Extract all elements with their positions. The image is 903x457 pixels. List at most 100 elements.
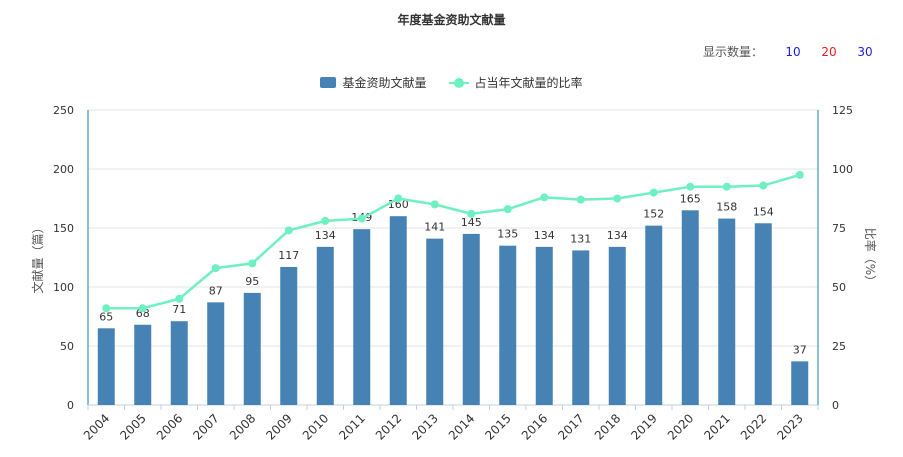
ratio-point (795, 170, 804, 179)
bar-data-label: 158 (716, 201, 737, 214)
x-tick-label: 2019 (628, 411, 659, 442)
bar (572, 250, 590, 405)
x-tick-label: 2022 (738, 411, 769, 442)
bar-data-label: 134 (534, 229, 555, 242)
ratio-point (540, 193, 549, 202)
bar (718, 218, 736, 405)
y2-axis-title: 比率（%） (863, 228, 878, 287)
bar-data-label: 87 (209, 284, 223, 297)
ratio-point (430, 200, 439, 209)
y-axis-title: 文献量（篇） (30, 221, 45, 293)
x-tick-label: 2020 (665, 411, 696, 442)
legend-item-bar[interactable]: 基金资助文献量 (320, 74, 427, 91)
x-tick-label: 2017 (555, 411, 586, 442)
bar (681, 210, 699, 405)
chart-legend: 基金资助文献量 占当年文献量的比率 (0, 74, 903, 91)
bar-data-label: 95 (245, 275, 259, 288)
ratio-point (211, 264, 220, 273)
bar (97, 328, 115, 405)
bar (645, 225, 663, 405)
ratio-point (357, 214, 366, 223)
legend-bar-swatch-icon (320, 77, 337, 88)
x-tick-label: 2014 (446, 411, 477, 442)
ratio-point (649, 188, 658, 197)
x-tick-label: 2004 (81, 411, 112, 442)
x-tick-label: 2012 (373, 411, 404, 442)
y2-tick-label: 75 (832, 222, 846, 235)
bar (280, 266, 298, 405)
chart-title: 年度基金资助文献量 (397, 13, 506, 27)
bar-data-label: 135 (497, 228, 518, 241)
x-tick-label: 2006 (154, 411, 185, 442)
ratio-point (503, 205, 512, 214)
x-tick-label: 2010 (300, 411, 331, 442)
ratio-point (467, 209, 476, 218)
bar-data-label: 134 (607, 229, 628, 242)
count-option-20[interactable]: 20 (821, 44, 837, 59)
ratio-point (686, 182, 695, 191)
bar-data-label: 37 (793, 343, 807, 356)
bar-data-label: 117 (278, 249, 299, 262)
y-tick-label: 0 (67, 399, 74, 412)
x-tick-label: 2007 (190, 411, 221, 442)
x-tick-label: 2023 (774, 411, 805, 442)
y-tick-label: 150 (53, 222, 74, 235)
x-tick-label: 2008 (227, 411, 258, 442)
bar (389, 216, 407, 405)
bar-data-label: 154 (753, 205, 774, 218)
bar (316, 246, 334, 405)
y2-tick-label: 50 (832, 281, 846, 294)
count-option-10[interactable]: 10 (785, 44, 801, 59)
x-tick-label: 2016 (519, 411, 550, 442)
x-tick-label: 2011 (336, 411, 367, 442)
x-tick-label: 2021 (701, 411, 732, 442)
y-tick-label: 100 (53, 281, 74, 294)
x-tick-label: 2015 (482, 411, 513, 442)
y2-tick-label: 0 (832, 399, 839, 412)
bar (608, 246, 626, 405)
display-count-selector: 显示数量： 10 20 30 (703, 43, 883, 60)
bar (462, 233, 480, 405)
count-option-30[interactable]: 30 (857, 44, 873, 59)
bar-data-label: 71 (172, 303, 186, 316)
bar (353, 229, 371, 405)
ratio-point (394, 194, 403, 203)
bar (499, 245, 517, 405)
bar-data-label: 131 (570, 232, 591, 245)
legend-item-line[interactable]: 占当年文献量的比率 (448, 74, 583, 91)
ratio-point (284, 226, 293, 235)
x-tick-label: 2005 (117, 411, 148, 442)
bar-data-label: 65 (99, 310, 113, 323)
legend-line-label: 占当年文献量的比率 (474, 76, 583, 90)
ratio-point (102, 304, 111, 313)
x-tick-label: 2013 (409, 411, 440, 442)
bar-data-label: 141 (424, 221, 445, 234)
bar (535, 246, 553, 405)
ratio-point (576, 195, 585, 204)
y2-tick-label: 100 (832, 163, 853, 176)
bar-data-label: 134 (315, 229, 336, 242)
bar (134, 324, 152, 405)
ratio-point (175, 294, 184, 303)
legend-bar-label: 基金资助文献量 (342, 76, 427, 90)
bar (791, 361, 809, 405)
ratio-point (138, 304, 147, 313)
ratio-point (248, 259, 257, 268)
bar (207, 302, 225, 405)
x-tick-label: 2018 (592, 411, 623, 442)
x-tick-label: 2009 (263, 411, 294, 442)
y-tick-label: 250 (53, 104, 74, 117)
bar-data-label: 165 (680, 192, 701, 205)
bar-data-label: 145 (461, 216, 482, 229)
ratio-point (613, 194, 622, 203)
y2-tick-label: 25 (832, 340, 846, 353)
display-count-label: 显示数量： (702, 45, 763, 59)
ratio-point (321, 216, 330, 225)
ratio-line (106, 173, 801, 310)
bar (754, 223, 772, 405)
ratio-point (759, 181, 768, 190)
bar (426, 238, 444, 405)
y-tick-label: 50 (60, 340, 74, 353)
bar-data-label: 152 (643, 208, 664, 221)
